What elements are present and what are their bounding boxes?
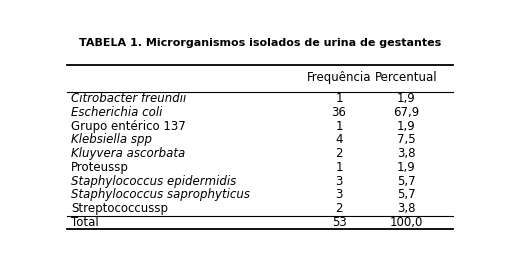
- Text: Citrobacter freundii: Citrobacter freundii: [71, 92, 186, 105]
- Text: 5,7: 5,7: [397, 175, 416, 188]
- Text: Percentual: Percentual: [375, 71, 437, 84]
- Text: 100,0: 100,0: [389, 216, 423, 229]
- Text: Staphylococcus epidermidis: Staphylococcus epidermidis: [71, 175, 237, 188]
- Text: Kluyvera ascorbata: Kluyvera ascorbata: [71, 147, 185, 160]
- Text: 3: 3: [335, 175, 343, 188]
- Text: 1: 1: [335, 161, 343, 174]
- Text: 4: 4: [335, 133, 343, 146]
- Text: 3: 3: [335, 188, 343, 201]
- Text: 36: 36: [332, 106, 346, 119]
- Text: 3,8: 3,8: [397, 202, 415, 215]
- Text: 2: 2: [335, 147, 343, 160]
- Text: Streptococcussp: Streptococcussp: [71, 202, 168, 215]
- Text: Grupo entérico 137: Grupo entérico 137: [71, 120, 186, 133]
- Text: Proteussp: Proteussp: [71, 161, 129, 174]
- Text: 1,9: 1,9: [397, 120, 416, 133]
- Text: 7,5: 7,5: [397, 133, 416, 146]
- Text: 1: 1: [335, 92, 343, 105]
- Text: 2: 2: [335, 202, 343, 215]
- Text: 67,9: 67,9: [393, 106, 419, 119]
- Text: Total: Total: [71, 216, 99, 229]
- Text: Frequência: Frequência: [307, 71, 371, 84]
- Text: 53: 53: [332, 216, 346, 229]
- Text: 3,8: 3,8: [397, 147, 415, 160]
- Text: 1,9: 1,9: [397, 92, 416, 105]
- Text: 1: 1: [335, 120, 343, 133]
- Text: Escherichia coli: Escherichia coli: [71, 106, 163, 119]
- Text: TABELA 1. Microrganismos isolados de urina de gestantes: TABELA 1. Microrganismos isolados de uri…: [79, 38, 441, 48]
- Text: Staphylococcus saprophyticus: Staphylococcus saprophyticus: [71, 188, 250, 201]
- Text: 5,7: 5,7: [397, 188, 416, 201]
- Text: Klebsiella spp: Klebsiella spp: [71, 133, 152, 146]
- Text: 1,9: 1,9: [397, 161, 416, 174]
